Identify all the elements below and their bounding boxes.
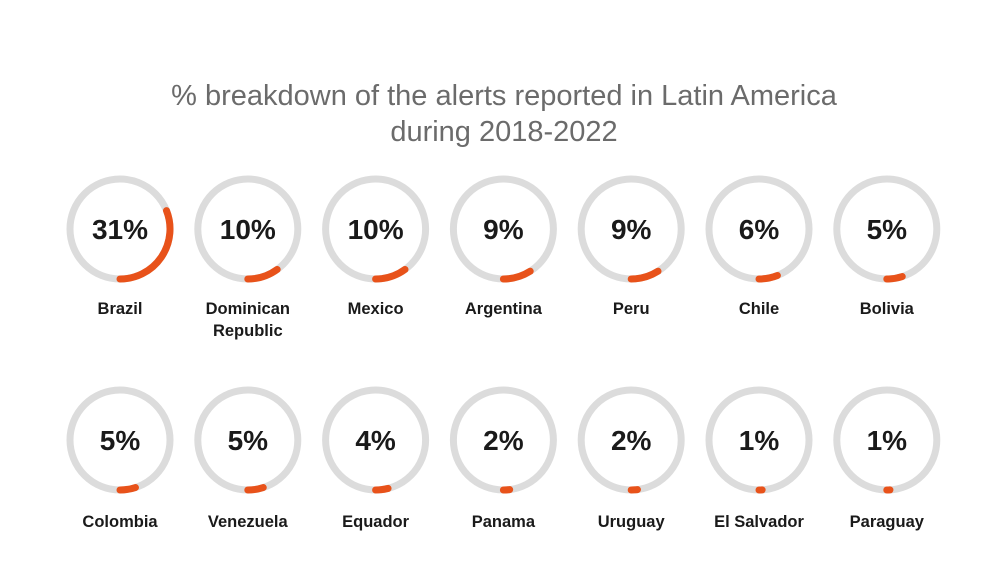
chart-title-line-2: during 2018-2022 — [390, 116, 618, 148]
gauge-percent-label: 2% — [483, 425, 524, 456]
gauge-value-arc — [116, 207, 174, 283]
gauge-percent-label: 9% — [483, 214, 524, 245]
gauge-percent-label: 5% — [228, 425, 269, 456]
chart-title: % breakdown of the alerts reported in La… — [0, 78, 1008, 150]
country-label: Brazil — [98, 300, 143, 318]
gauge-argentina: 9% Argentina — [449, 175, 557, 318]
country-label: Equador — [342, 513, 409, 531]
gauge-chile: 6% Chile — [705, 175, 813, 318]
gauge-percent-label: 9% — [611, 214, 652, 245]
country-label: Paraguay — [850, 513, 925, 531]
gauge-percent-label: 5% — [100, 425, 141, 456]
country-label: Dominican — [206, 300, 290, 318]
gauge-value-arc — [372, 265, 409, 283]
gauge-percent-label: 31% — [92, 214, 148, 245]
country-label: Venezuela — [208, 513, 289, 531]
country-label: El Salvador — [714, 513, 804, 531]
country-label: Mexico — [348, 300, 404, 318]
chart-title-line-1: % breakdown of the alerts reported in La… — [171, 80, 837, 112]
gauge-percent-label: 5% — [867, 214, 908, 245]
gauge-value-arc — [883, 273, 906, 283]
country-label: Panama — [472, 513, 536, 531]
gauge-el-salvador: 1% El Salvador — [705, 386, 813, 531]
country-label: Uruguay — [598, 513, 666, 531]
gauge-percent-label: 2% — [611, 425, 652, 456]
gauge-equador: 4% Equador — [322, 386, 430, 531]
gauge-value-arc — [244, 484, 267, 494]
gauge-dominican-republic: 10% Dominican Republic — [194, 175, 302, 340]
gauge-peru: 9% Peru — [577, 175, 685, 318]
country-label: Peru — [613, 300, 650, 318]
gauge-value-arc — [499, 267, 534, 283]
gauge-value-arc — [244, 265, 281, 283]
country-label: Argentina — [465, 300, 543, 318]
gauge-panama: 2% Panama — [449, 386, 557, 531]
country-label: Colombia — [82, 513, 158, 531]
gauge-bolivia: 5% Bolivia — [833, 175, 941, 318]
gauge-percent-label: 6% — [739, 214, 780, 245]
gauge-value-arc — [627, 267, 662, 283]
gauge-percent-label: 10% — [348, 214, 404, 245]
gauge-colombia: 5% Colombia — [66, 386, 174, 531]
gauge-percent-label: 4% — [355, 425, 396, 456]
gauge-brazil: 31% Brazil — [66, 175, 174, 318]
gauge-venezuela: 5% Venezuela — [194, 386, 302, 531]
country-label: Republic — [213, 322, 283, 340]
gauge-percent-label: 10% — [220, 214, 276, 245]
gauge-percent-label: 1% — [739, 425, 780, 456]
gauge-value-arc — [116, 484, 139, 494]
gauge-mexico: 10% Mexico — [322, 175, 430, 318]
country-label: Chile — [739, 300, 779, 318]
gauge-percent-label: 1% — [867, 425, 908, 456]
country-label: Bolivia — [860, 300, 915, 318]
gauge-value-arc — [755, 271, 781, 283]
gauge-paraguay: 1% Paraguay — [833, 386, 941, 531]
gauge-uruguay: 2% Uruguay — [577, 386, 685, 531]
gauge-value-arc — [372, 484, 392, 494]
